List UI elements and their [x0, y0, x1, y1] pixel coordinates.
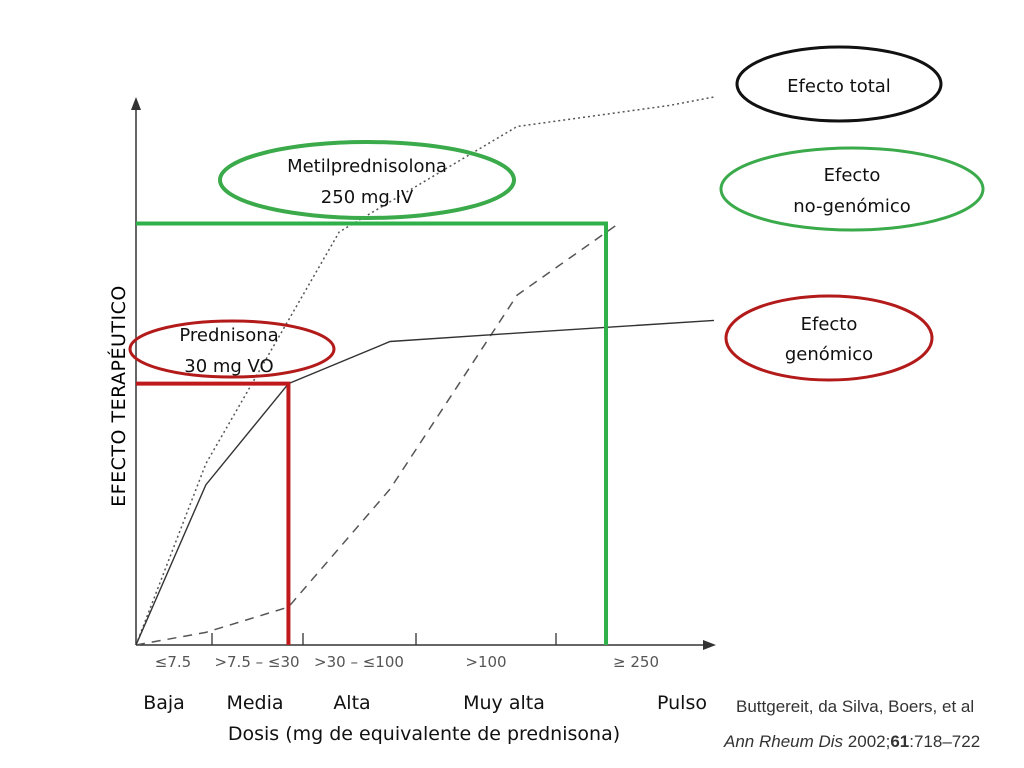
- tick-label: >30 – ≤100: [314, 653, 404, 671]
- annotation-line: Metilprednisolona: [287, 156, 447, 177]
- legend-label: no-genómico: [793, 196, 911, 217]
- dose-category-label: Pulso: [657, 692, 707, 714]
- y-axis-arrow: [131, 97, 141, 110]
- tick-label: ≤7.5: [155, 653, 191, 671]
- citation-journal: Ann Rheum Dis: [723, 732, 844, 751]
- series-line-efecto-no-gen-mico: [135, 222, 620, 646]
- legend-oval: [735, 45, 943, 123]
- dose-category-label: Muy alta: [463, 692, 545, 714]
- legend-efecto-total: Efecto total: [735, 45, 943, 123]
- annotation-oval: [218, 140, 516, 220]
- annotation-line: 250 mg IV: [321, 187, 414, 208]
- tick-label: ≥ 250: [613, 653, 659, 671]
- tick-label: >7.5 – ≤30: [214, 653, 299, 671]
- annotation-prednisona: Prednisona 30 mg VO: [128, 319, 336, 379]
- series-layer: [135, 96, 715, 646]
- citation-line-1: Buttgereit, da Silva, Boers, et al: [736, 697, 974, 716]
- annotation-metilprednisolona: Metilprednisolona 250 mg IV: [218, 140, 516, 220]
- series-line-efecto-total: [135, 96, 715, 646]
- citation-year: 2002;: [843, 732, 890, 751]
- dose-category-label: Baja: [143, 692, 185, 714]
- citation-pages: :718–722: [909, 732, 980, 751]
- annotation-line: Prednisona: [179, 325, 278, 346]
- reference-line-prednisona-30: [136, 381, 291, 645]
- citation-volume: 61: [890, 732, 909, 751]
- legend-label: genómico: [785, 344, 873, 365]
- legend-efecto-no-genomico: Efecto no-genómico: [719, 146, 985, 232]
- legend-efecto-genomico: Efecto genómico: [724, 294, 934, 382]
- annotation-line: 30 mg VO: [184, 356, 273, 377]
- legend-label: Efecto: [824, 165, 881, 186]
- tick-label: >100: [465, 653, 506, 671]
- axes: [131, 97, 716, 650]
- reference-line-metilprednisolona-250: [136, 221, 609, 645]
- dose-category-label: Alta: [333, 692, 370, 714]
- legend-oval: [719, 146, 985, 232]
- dose-categories: Baja Media Alta Muy alta Pulso: [143, 692, 707, 714]
- x-axis-label: Dosis (mg de equivalente de prednisona): [228, 723, 620, 745]
- y-axis-label: EFECTO TERAPÉUTICO: [107, 285, 130, 507]
- x-axis-arrow: [703, 640, 716, 650]
- legend-label: Efecto total: [787, 76, 891, 97]
- reference-lines: [136, 221, 609, 645]
- dose-category-label: Media: [226, 692, 283, 714]
- annotation-oval: [128, 319, 336, 379]
- citation-line-2: Ann Rheum Dis 2002;61:718–722: [723, 732, 980, 751]
- legend-label: Efecto: [801, 314, 858, 335]
- series-line-efecto-gen-mico: [135, 319, 715, 646]
- legend-oval: [724, 294, 934, 382]
- x-tick-labels: ≤7.5 >7.5 – ≤30 >30 – ≤100 >100 ≥ 250: [155, 653, 659, 671]
